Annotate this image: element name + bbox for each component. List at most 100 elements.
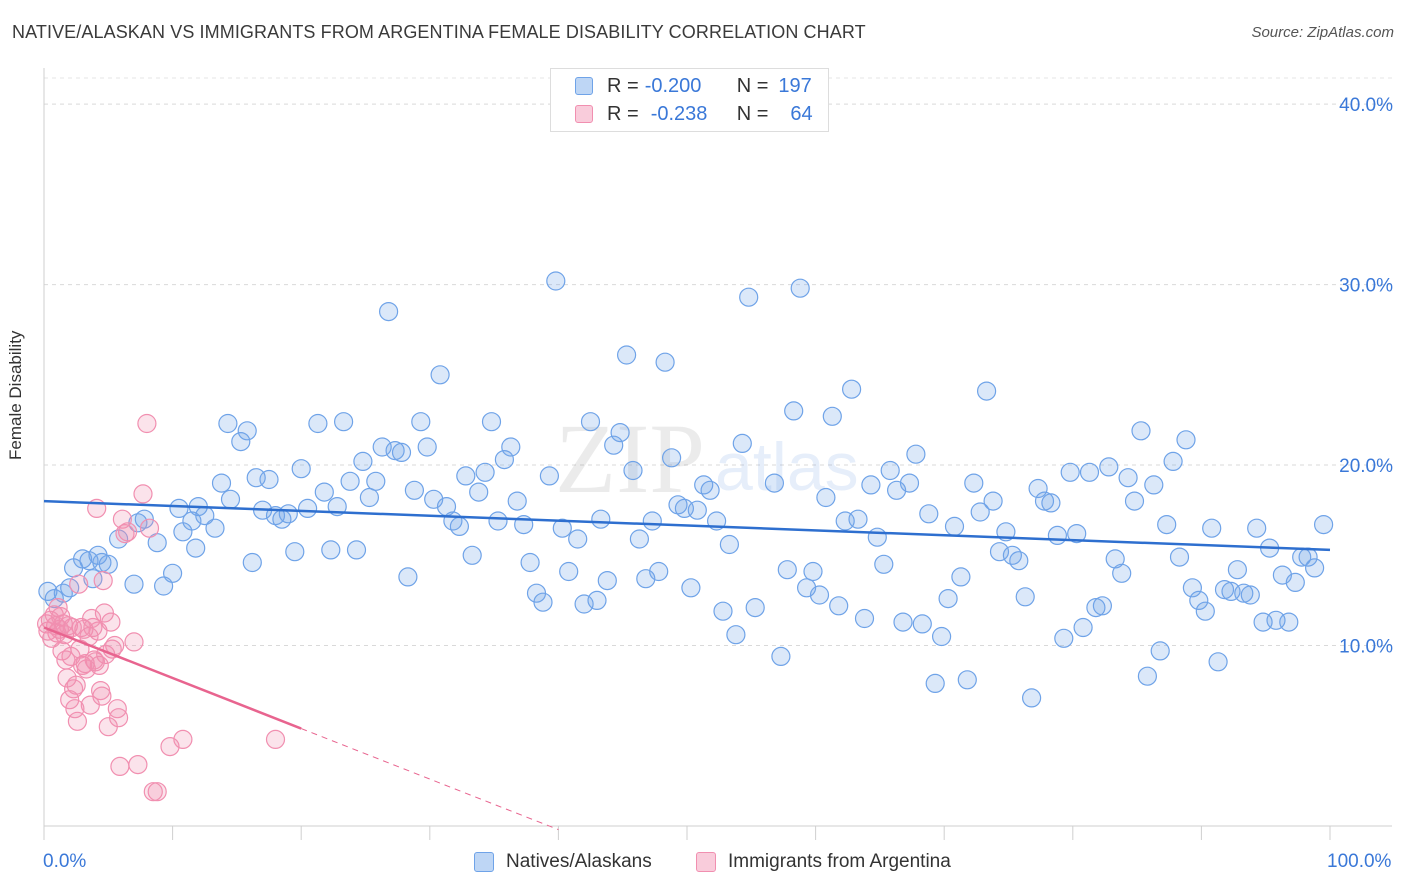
data-point — [1189, 590, 1209, 611]
n-label: N = — [736, 102, 769, 125]
data-point — [117, 522, 138, 542]
data-point — [822, 406, 842, 426]
data-point — [1034, 491, 1055, 511]
data-point — [231, 432, 251, 452]
n-label: N = — [736, 74, 769, 97]
data-point — [133, 484, 153, 504]
y-tick-label: 40.0% — [1339, 95, 1393, 116]
data-point — [700, 480, 720, 500]
data-point — [694, 475, 714, 495]
data-point — [1060, 462, 1080, 482]
data-point — [970, 502, 990, 522]
data-point — [137, 413, 157, 434]
data-point — [925, 673, 945, 694]
y-tick-label: 20.0% — [1339, 456, 1393, 477]
data-point — [1195, 601, 1215, 621]
data-point — [1124, 491, 1145, 511]
data-point — [1240, 585, 1260, 605]
legend-label-argentina: Immigrants from Argentina — [728, 851, 951, 872]
trend-line-argentina — [43, 626, 302, 730]
data-point — [552, 518, 572, 538]
data-point — [391, 442, 412, 462]
data-point — [784, 401, 804, 421]
data-point — [854, 608, 875, 629]
axes — [43, 68, 1392, 840]
data-point — [976, 381, 997, 401]
data-point — [1157, 514, 1177, 535]
data-point — [610, 423, 630, 443]
data-point — [604, 435, 624, 455]
data-point — [101, 612, 121, 632]
legend-swatch-argentina — [575, 105, 593, 123]
data-point — [404, 480, 424, 500]
data-point — [1079, 462, 1100, 482]
data-point — [128, 754, 148, 775]
data-point — [790, 278, 810, 298]
data-point — [912, 614, 932, 634]
data-point — [92, 686, 112, 706]
data-point — [944, 516, 965, 537]
data-point — [147, 782, 167, 802]
r-label: R = — [607, 74, 639, 97]
chart-source: Source: ZipAtlas.com — [1251, 24, 1394, 41]
data-point — [1047, 525, 1068, 546]
data-point — [732, 433, 752, 453]
data-point — [681, 578, 701, 598]
data-point — [642, 511, 662, 531]
data-point — [597, 570, 617, 591]
stats-legend: R = -0.200 N = 197 R = -0.238 N = 64 — [550, 68, 829, 132]
data-point — [379, 302, 399, 322]
data-point — [919, 504, 939, 524]
data-point — [1112, 563, 1132, 583]
data-point — [616, 345, 637, 365]
stats-row-argentina: R = -0.238 N = 64 — [575, 101, 813, 127]
y-tick-labels: 10.0% 20.0% 30.0% 40.0% — [1339, 95, 1393, 657]
data-point — [1208, 652, 1228, 672]
data-point — [334, 412, 354, 432]
data-point — [1279, 612, 1299, 632]
data-point — [469, 482, 489, 502]
y-tick-label: 30.0% — [1339, 276, 1393, 297]
trend-lines — [43, 499, 1331, 831]
r-label: R = — [607, 102, 639, 125]
data-point — [291, 459, 311, 479]
data-point — [1227, 560, 1248, 580]
data-point — [205, 518, 225, 538]
data-point — [580, 412, 601, 432]
data-point — [1304, 558, 1325, 578]
data-point — [1150, 641, 1170, 661]
data-point — [1054, 628, 1074, 648]
data-point — [65, 699, 85, 719]
legend-label-natives: Natives/Alaskans — [506, 851, 652, 872]
data-point — [623, 460, 643, 481]
data-point — [98, 554, 118, 574]
data-point — [777, 560, 797, 580]
data-point — [346, 540, 367, 560]
data-point — [713, 601, 733, 621]
x-tick-label-max: 100.0% — [1327, 851, 1392, 872]
data-point — [430, 365, 450, 385]
data-point — [314, 482, 334, 502]
data-point — [951, 567, 971, 587]
data-point — [308, 413, 328, 434]
data-point — [559, 561, 579, 582]
data-point — [321, 540, 341, 560]
chart-title: NATIVE/ALASKAN VS IMMIGRANTS FROM ARGENT… — [12, 22, 866, 42]
data-point — [112, 509, 133, 529]
data-point — [462, 545, 482, 565]
data-point — [83, 617, 103, 638]
legend-item-natives: Natives/Alaskans — [474, 851, 652, 873]
data-point — [1285, 572, 1305, 593]
series-immigrants-argentina — [36, 413, 286, 802]
data-point — [69, 574, 89, 594]
r-value: -0.238 — [650, 102, 708, 125]
legend-swatch-natives — [575, 77, 593, 95]
series-natives-alaskans — [38, 271, 1334, 708]
data-point — [488, 511, 508, 531]
data-point — [481, 412, 502, 432]
data-point — [893, 612, 913, 632]
data-point — [1137, 666, 1158, 686]
data-point — [186, 538, 206, 558]
data-point — [629, 529, 650, 549]
